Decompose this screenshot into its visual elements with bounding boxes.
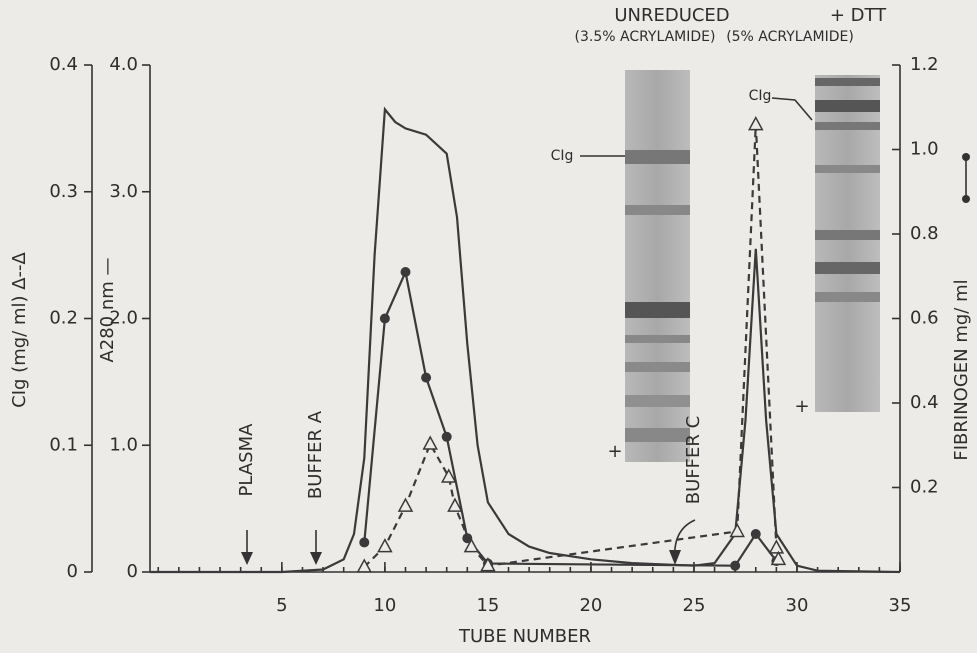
x-tick-label: 25 [683,595,706,616]
annotation: + [794,396,809,417]
point [359,537,370,548]
y-tick-label: 4.0 [109,54,138,75]
legend-symbols [962,153,970,203]
y-tick-label: 1.0 [109,434,138,455]
point [480,557,496,572]
y3-tick-label: 0.4 [49,54,78,75]
x-tick-label: 15 [476,595,499,616]
annotation: (5% ACRYLAMIDE) [726,29,854,45]
point [768,539,785,554]
point [421,372,432,383]
annotation: CIg [551,148,574,164]
y3-tick-label: 0.2 [49,308,78,329]
point [441,431,452,442]
x-tick-label: 5 [276,595,287,616]
y-tick-label: 2.0 [109,308,138,329]
point [377,538,393,553]
point [748,115,764,131]
annotation: CIg [749,88,772,104]
y-tick-label: 3.0 [109,181,138,202]
point [441,468,457,483]
x-tick-label: 10 [373,595,396,616]
point [729,522,745,538]
point [750,528,761,539]
y2-axis-label: FIBRINOGEN mg/ ml [951,279,972,460]
y2-tick-label: 0.2 [910,477,939,498]
series-line [363,124,780,568]
y3-tick-label: 0 [67,561,78,582]
y2-tick-label: 0.4 [910,392,939,413]
point [397,497,414,512]
y3-axis-label: CIg (mg/ ml) Δ--Δ [9,251,30,407]
arrows [241,519,696,565]
y3-tick-label: 0.3 [49,181,78,202]
y2-tick-label: 1.0 [910,139,939,160]
point [422,435,438,450]
y2-tick-label: 1.2 [910,54,939,75]
annotation: + [607,441,622,462]
x-axis-label: TUBE NUMBER [458,626,591,647]
point [770,550,787,566]
point [400,267,411,278]
point [447,497,463,512]
series-line [150,106,901,574]
x-tick-label: 35 [889,595,912,616]
y2-tick-label: 0.6 [910,308,939,329]
point [730,560,741,571]
gel-left [580,70,690,462]
annotation: (3.5% ACRYLAMIDE) [575,29,716,45]
gel-right [771,75,880,412]
x-tick-label: 30 [786,595,809,616]
annotation: BUFFER C [683,416,704,504]
annotation: BUFFER A [305,410,326,499]
annotation: UNREDUCED [614,5,729,26]
x-tick-label: 20 [579,595,602,616]
y2-tick-label: 0.8 [910,223,939,244]
y3-tick-label: 0.1 [49,434,78,455]
annotation: + DTT [830,5,887,26]
point [463,538,480,553]
point [356,558,373,573]
y-tick-label: 0 [127,561,138,582]
series-line [363,268,778,567]
y-axis-label: A280 nm — [97,257,118,362]
point [379,313,390,324]
annotation: PLASMA [236,423,257,497]
